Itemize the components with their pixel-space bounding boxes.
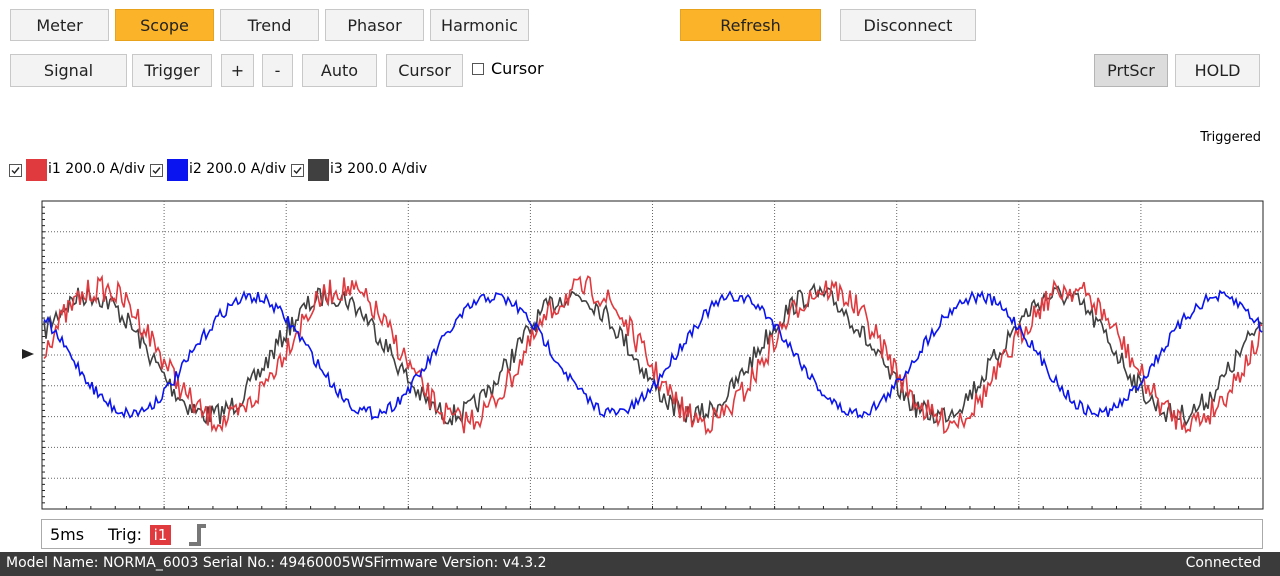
traces — [43, 274, 1263, 436]
connection-state: Connected — [1185, 555, 1261, 571]
tab[interactable]: Meter — [10, 9, 109, 41]
legend-swatch — [167, 159, 188, 181]
signal-button[interactable]: Signal — [10, 54, 127, 87]
zoom-out-button[interactable]: - — [262, 54, 293, 87]
cursor-checkbox-label: Cursor — [491, 59, 544, 78]
trace — [43, 282, 1263, 427]
trigger-source: i1 — [150, 525, 171, 545]
hold-button[interactable]: HOLD — [1175, 54, 1260, 87]
status-bar — [0, 552, 1280, 576]
trigger-label: Trig: — [108, 525, 142, 544]
zero-marker — [22, 349, 34, 359]
trigger-edge-icon — [189, 524, 206, 546]
legend-label: i1 200.0 A/div — [48, 161, 146, 177]
tab[interactable]: Phasor — [325, 9, 424, 41]
zoom-in-button[interactable]: + — [221, 54, 254, 87]
disconnect-button[interactable]: Disconnect — [840, 9, 976, 41]
legend-label: i3 200.0 A/div — [330, 161, 428, 177]
trigger-button[interactable]: Trigger — [132, 54, 212, 87]
cursor-checkbox[interactable] — [472, 63, 484, 75]
tab[interactable]: Harmonic — [430, 9, 529, 41]
legend-checkbox[interactable] — [150, 164, 163, 177]
device-info: Model Name: NORMA_6003 Serial No.: 49460… — [6, 555, 547, 571]
legend-label: i2 200.0 A/div — [189, 161, 287, 177]
footer — [41, 519, 1263, 549]
prtscr-button[interactable]: PrtScr — [1094, 54, 1168, 87]
tab[interactable]: Trend — [220, 9, 319, 41]
legend-swatch — [308, 159, 329, 181]
refresh-button[interactable]: Refresh — [680, 9, 821, 41]
cursor-button[interactable]: Cursor — [386, 54, 463, 87]
trace — [43, 289, 1263, 421]
legend-swatch — [26, 159, 47, 181]
legend-checkbox[interactable] — [9, 164, 22, 177]
trigger-status: Triggered — [1200, 130, 1261, 145]
tab[interactable]: Scope — [115, 9, 214, 41]
trace — [43, 274, 1263, 436]
timebase: 5ms — [50, 525, 85, 544]
auto-button[interactable]: Auto — [302, 54, 377, 87]
legend-checkbox[interactable] — [291, 164, 304, 177]
scope-plot — [22, 200, 1264, 510]
